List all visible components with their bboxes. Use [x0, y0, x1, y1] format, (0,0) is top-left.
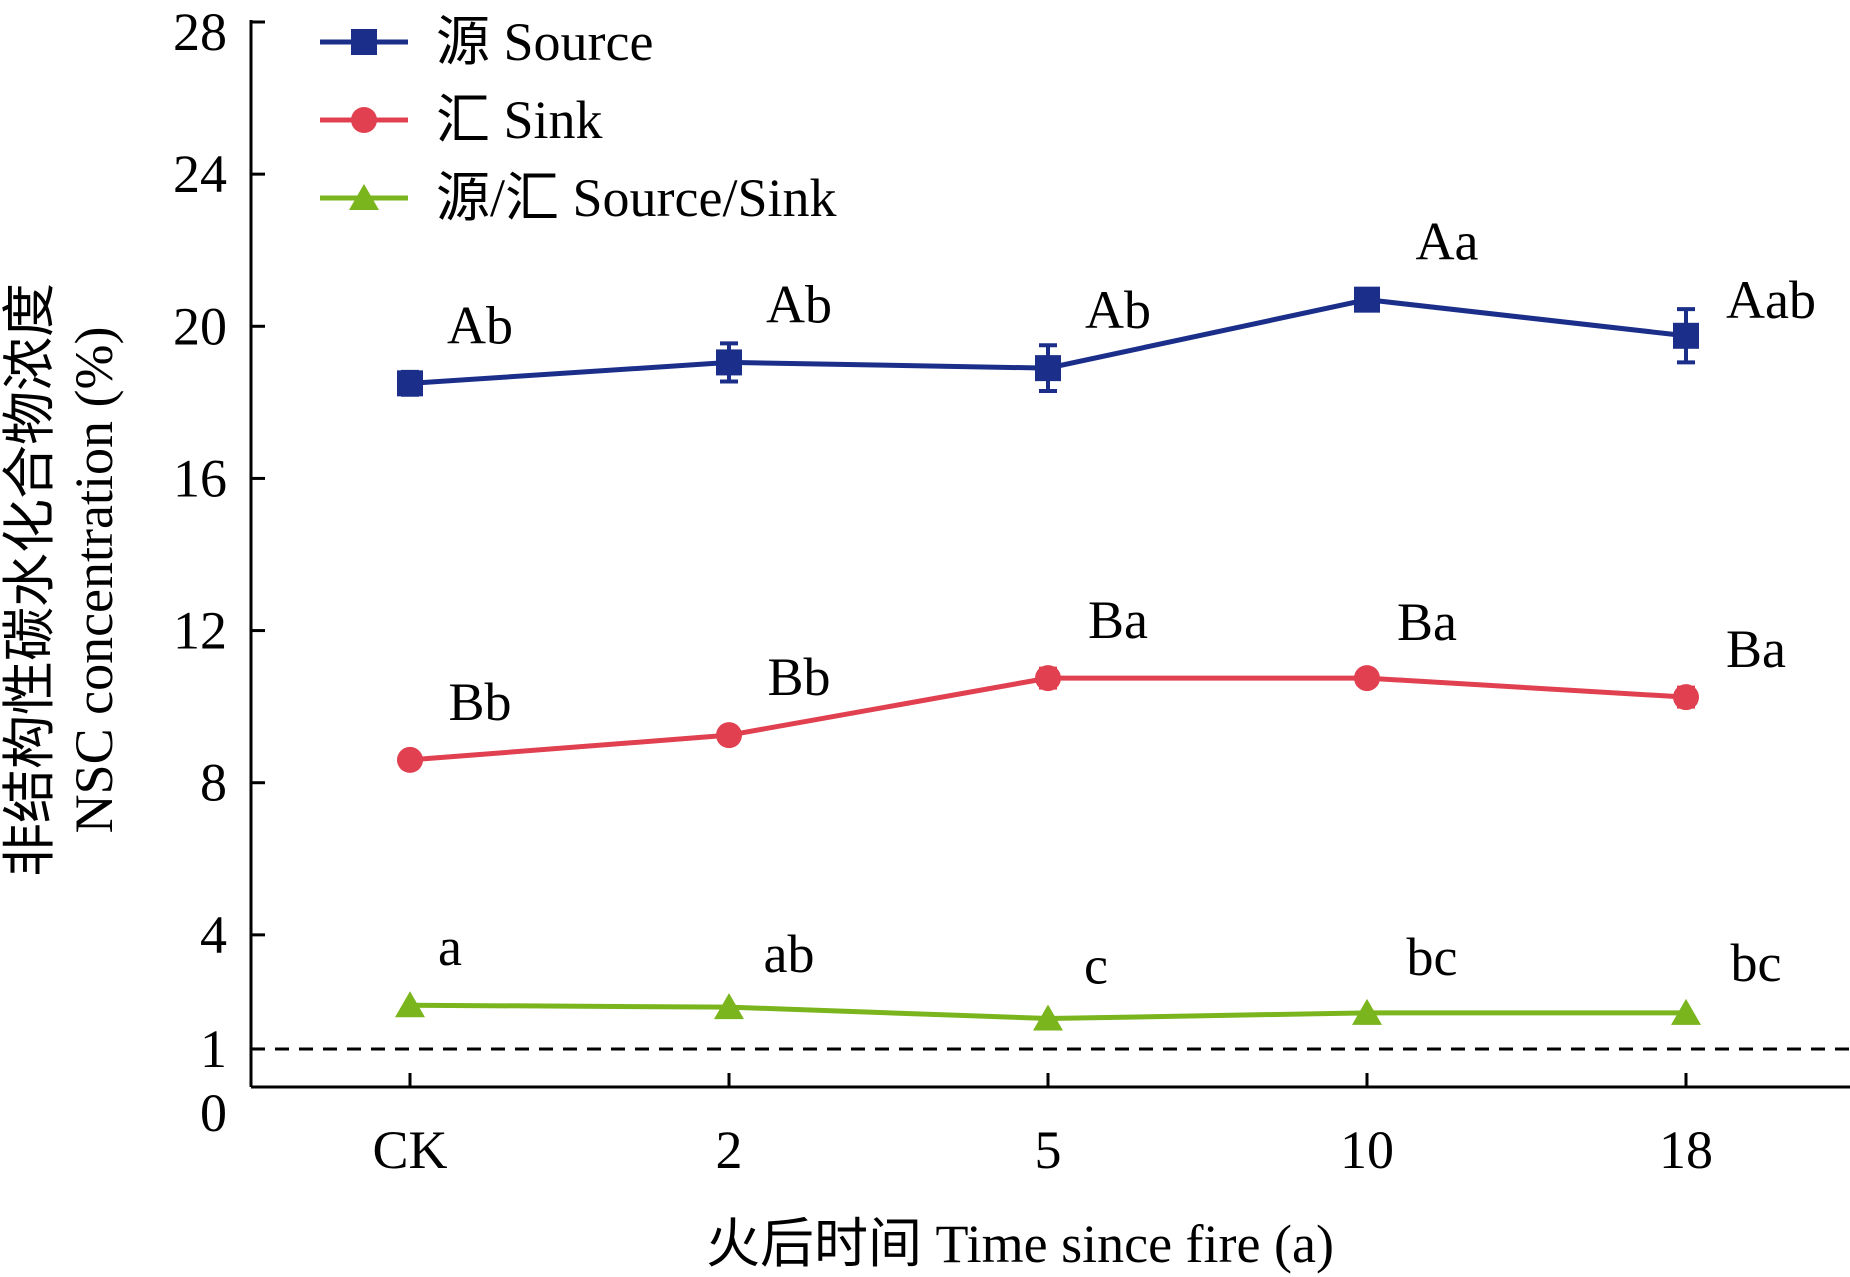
- x-tick-label: 10: [1340, 1120, 1394, 1180]
- data-point-square: [1035, 355, 1061, 382]
- x-axis-title: 火后时间 Time since fire (a): [706, 1214, 1334, 1274]
- legend-item: 汇 Sink: [320, 90, 603, 150]
- significance-label: Bb: [767, 647, 830, 707]
- y-tick-label: 0: [200, 1083, 227, 1143]
- x-tick-label: 18: [1659, 1120, 1713, 1180]
- y-tick-label: 24: [173, 144, 227, 204]
- significance-label: bc: [1407, 927, 1458, 987]
- significance-label: Ab: [447, 295, 513, 355]
- legend-label: 源/汇 Source/Sink: [436, 168, 837, 228]
- axes: 01 4 8 12 16 20 24 28 CK 2 5 10 18: [173, 2, 1850, 1180]
- legend-item: 源 Source: [320, 12, 653, 72]
- data-point-triangle: [1352, 998, 1382, 1025]
- x-tick-label: CK: [372, 1120, 447, 1180]
- y-axis-title-cn: 非结构性碳水化合物浓度: [0, 283, 60, 877]
- data-point-circle: [351, 107, 377, 133]
- data-point-circle: [1673, 684, 1699, 711]
- x-tick-label: 5: [1035, 1120, 1062, 1180]
- data-point-square: [716, 349, 742, 376]
- significance-label: Ab: [766, 274, 832, 334]
- y-axis-title-en: NSC concentration (%): [64, 327, 124, 834]
- significance-label: bc: [1731, 933, 1782, 993]
- data-point-square: [1354, 286, 1380, 313]
- significance-label: Ab: [1085, 280, 1151, 340]
- y-tick-label: 20: [173, 296, 227, 356]
- significance-label: Ba: [1397, 592, 1457, 652]
- significance-label: c: [1084, 936, 1108, 996]
- legend: 源 Source 汇 Sink 源/汇 Source/Sink: [320, 12, 837, 228]
- series-group: Ab Ab Ab Aa Aab: [397, 212, 1816, 397]
- data-point-square: [397, 370, 423, 397]
- y-tick-label: 1: [200, 1019, 227, 1079]
- significance-label: Ba: [1088, 590, 1148, 650]
- y-tick-label: 12: [173, 601, 227, 661]
- significance-label: ab: [764, 924, 815, 984]
- legend-label: 汇 Sink: [436, 90, 603, 150]
- x-tick-label: 2: [716, 1120, 743, 1180]
- data-point-square: [1673, 322, 1699, 349]
- data-point-triangle: [395, 991, 425, 1018]
- significance-label: Bb: [448, 672, 511, 732]
- significance-label: Aab: [1726, 270, 1816, 330]
- y-tick-label: 4: [200, 905, 227, 965]
- series-layer: Ab Ab Ab Aa Aab Bb Bb Ba Ba Ba a ab c bc bc: [395, 212, 1816, 1031]
- data-point-triangle: [1671, 998, 1701, 1025]
- data-point-circle: [1354, 665, 1380, 692]
- series-group: Bb Bb Ba Ba Ba: [397, 590, 1786, 773]
- significance-label: a: [438, 917, 462, 977]
- data-point-triangle: [714, 993, 744, 1020]
- significance-label: Aa: [1416, 212, 1479, 272]
- legend-label: 源 Source: [436, 12, 653, 72]
- data-point-square: [351, 29, 377, 55]
- series-group: a ab c bc bc: [395, 917, 1782, 1031]
- data-point-circle: [397, 746, 423, 773]
- data-point-triangle: [349, 184, 379, 210]
- data-point-triangle: [1033, 1004, 1063, 1031]
- y-tick-label: 28: [173, 2, 227, 62]
- significance-label: Ba: [1726, 619, 1786, 679]
- data-point-circle: [716, 722, 742, 749]
- y-tick-label: 16: [173, 448, 227, 508]
- y-tick-label: 8: [200, 753, 227, 813]
- legend-item: 源/汇 Source/Sink: [320, 168, 837, 228]
- data-point-circle: [1035, 665, 1061, 692]
